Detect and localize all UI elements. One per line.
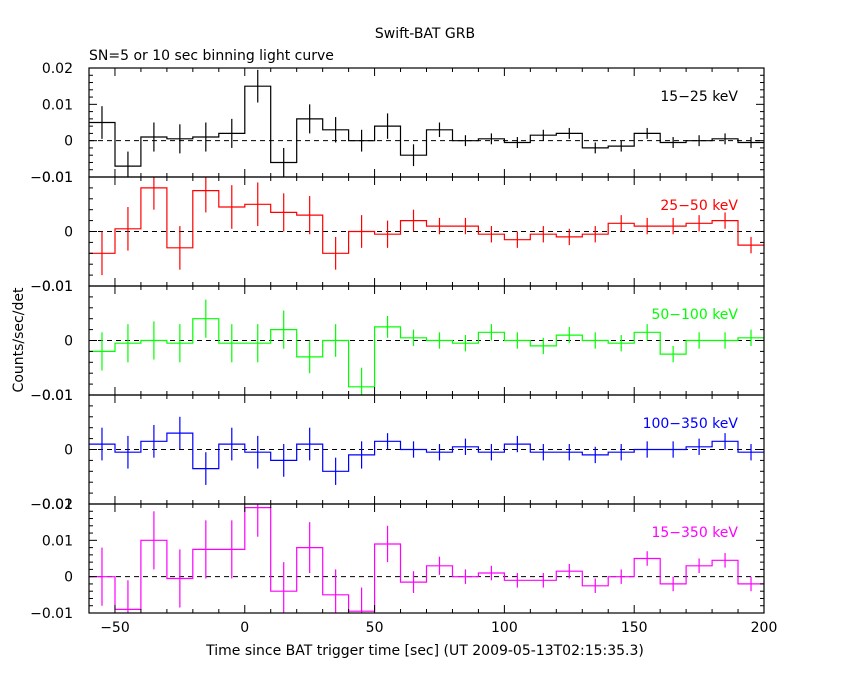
x-tick-labels: −50 0 50 100 150 200 xyxy=(100,620,777,636)
series-group xyxy=(89,69,764,177)
y-tick-label: 0 xyxy=(64,134,73,150)
panel-4: −0.01 0 0.01 0.02 15−350 keV xyxy=(30,497,765,622)
x-axis-label: Time since BAT trigger time [sec] (UT 20… xyxy=(205,643,644,659)
x-tick-label: 200 xyxy=(751,620,778,636)
y-tick-label: 0 xyxy=(64,570,73,586)
panel-frame xyxy=(88,503,765,614)
x-tick-label: 100 xyxy=(491,620,518,636)
panels-group: −0.01 0 0.01 0.02 15−25 keV −0.01 0 0.01 25−50 k… xyxy=(30,61,777,636)
band-label: 15−350 keV xyxy=(651,525,738,541)
y-tick-label: −0.01 xyxy=(30,497,73,513)
panel-3: −0.01 0 0.01 100−350 keV xyxy=(30,388,765,513)
y-tick-label: 0 xyxy=(64,225,73,241)
panel-1: −0.01 0 0.01 25−50 keV xyxy=(30,170,765,295)
y-tick-label: 0 xyxy=(64,334,73,350)
y-tick-label: 0 xyxy=(64,443,73,459)
y-tick-label: −0.01 xyxy=(30,388,73,404)
panel-2: −0.01 0 0.01 50−100 keV xyxy=(30,279,765,404)
band-label: 50−100 keV xyxy=(651,307,738,323)
y-tick-label: 0.02 xyxy=(42,61,73,77)
band-label: 25−50 keV xyxy=(660,198,738,214)
series-group xyxy=(89,416,764,485)
y-tick-label: 0.01 xyxy=(42,279,73,295)
step-line xyxy=(89,507,764,612)
x-tick-label: −50 xyxy=(100,620,130,636)
y-tick-label: 0.01 xyxy=(42,388,73,404)
band-label: 15−25 keV xyxy=(660,89,738,105)
series-group xyxy=(89,177,764,276)
y-tick-label: −0.01 xyxy=(30,606,73,622)
series-group xyxy=(89,504,764,613)
x-tick-label: 0 xyxy=(240,620,249,636)
band-label: 100−350 keV xyxy=(643,416,739,432)
x-tick-label: 50 xyxy=(366,620,384,636)
y-tick-label: −0.01 xyxy=(30,170,73,186)
step-line xyxy=(89,432,764,472)
step-line xyxy=(89,318,764,388)
series-group xyxy=(89,299,764,395)
y-axis-label: Counts/sec/det xyxy=(11,287,27,392)
y-tick-label: 0.01 xyxy=(42,97,73,113)
y-tick-label: −0.01 xyxy=(30,279,73,295)
x-tick-label: 150 xyxy=(621,620,648,636)
y-tick-label: 0.01 xyxy=(42,170,73,186)
y-tick-label: 0.02 xyxy=(42,497,73,513)
panel-0: −0.01 0 0.01 0.02 15−25 keV xyxy=(30,61,765,186)
y-tick-label: 0.01 xyxy=(42,533,73,549)
chart-title: Swift-BAT GRB xyxy=(375,26,475,42)
panel-frame xyxy=(88,67,765,178)
chart-subtitle: SN=5 or 10 sec binning light curve xyxy=(89,48,334,64)
